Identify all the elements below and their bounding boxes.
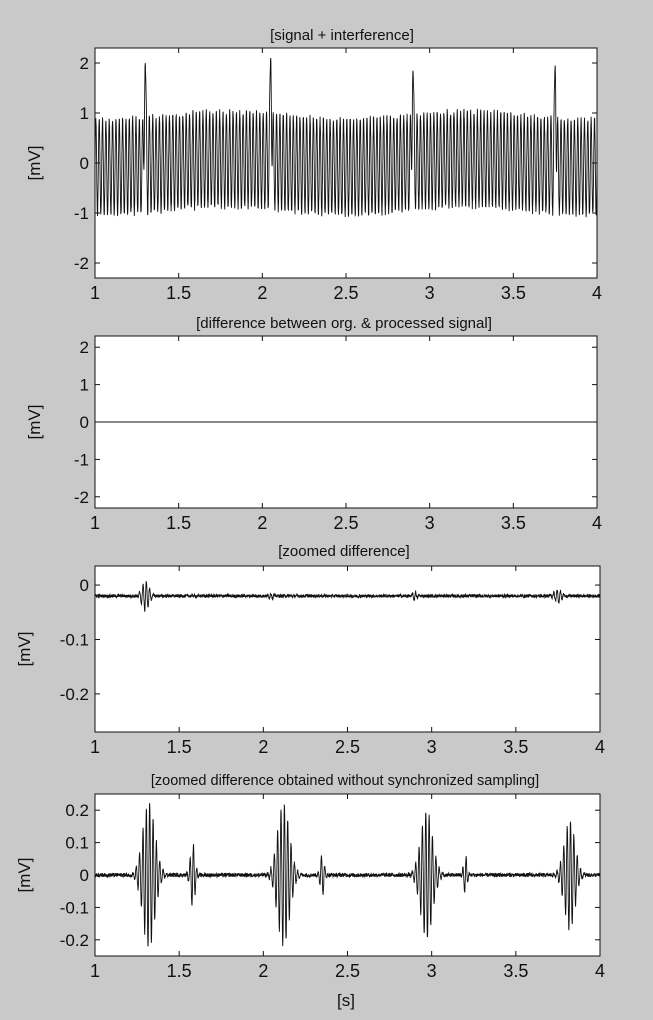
panel-1-xtick-label: 4 <box>592 283 602 303</box>
panel-2-xtick-label: 4 <box>592 513 602 533</box>
panel-3-ytick-label: 0 <box>80 576 89 595</box>
panel-1-xtick-label: 3.5 <box>501 283 526 303</box>
panel-4-y-ticks: 0.2 0.1 0 -0.1 -0.2 <box>60 801 600 950</box>
panel-3-signal-line <box>94 581 601 612</box>
panel-2-y-ticks: 2 1 0 -1 -2 <box>74 338 597 507</box>
panel-2-ytick-label: -1 <box>74 450 89 469</box>
panel-4-ytick-label: 0.2 <box>65 801 89 820</box>
panel-4-xtick-label: 3.5 <box>503 961 528 981</box>
panel-4-ytick-label: -0.2 <box>60 931 89 950</box>
panel-4-xtick-label: 2 <box>258 961 268 981</box>
panel-4-xtick-label: 2.5 <box>335 961 360 981</box>
panel-4-ylabel: [mV] <box>15 858 34 893</box>
panel-4-xtick-label: 1 <box>90 961 100 981</box>
panel-4-signal-line <box>94 803 601 947</box>
panel-3-xtick-label: 4 <box>595 737 605 757</box>
panel-1-ytick-label: 0 <box>80 154 89 173</box>
panel-1-xtick-label: 2 <box>257 283 267 303</box>
panel-zoomed-difference: [zoomed difference] 0 -0.1 -0.2 1 1.5 2 2.5 3 3… <box>15 543 605 757</box>
panel-3-xtick-label: 2 <box>258 737 268 757</box>
panel-zoomed-difference-unsynchronized: [zoomed difference obtained without sync… <box>15 773 605 1010</box>
panel-2-title: [difference between org. & processed sig… <box>196 315 492 332</box>
panel-1-ylabel: [mV] <box>25 146 44 181</box>
panel-3-x-ticks: 1 1.5 2 2.5 3 3.5 4 <box>90 566 605 757</box>
panel-difference: [difference between org. & processed sig… <box>25 315 602 533</box>
panel-2-ytick-label: 0 <box>80 413 89 432</box>
panel-4-title: [zoomed difference obtained without sync… <box>151 773 539 789</box>
panel-2-ylabel: [mV] <box>25 405 44 440</box>
panel-3-plot-area <box>94 565 601 733</box>
panel-1-ytick-label: 2 <box>80 54 89 73</box>
panel-1-xtick-label: 2.5 <box>333 283 358 303</box>
panel-1-x-ticks: 1 1.5 2 2.5 3 3.5 4 <box>90 48 602 303</box>
panel-1-signal-line <box>94 57 598 218</box>
panel-4-xtick-label: 3 <box>427 961 437 981</box>
panel-1-title: [signal + interference] <box>270 27 414 44</box>
panel-2-xtick-label: 2.5 <box>333 513 358 533</box>
panel-1-xtick-label: 1.5 <box>166 283 191 303</box>
panel-2-ytick-label: 1 <box>80 376 89 395</box>
panel-2-xtick-label: 1 <box>90 513 100 533</box>
panel-1-xtick-label: 3 <box>425 283 435 303</box>
panel-2-ytick-label: -2 <box>74 488 89 507</box>
panel-1-xtick-label: 1 <box>90 283 100 303</box>
panel-3-xtick-label: 1.5 <box>167 737 192 757</box>
panel-3-xtick-label: 1 <box>90 737 100 757</box>
panel-4-x-ticks: 1 1.5 2 2.5 3 3.5 4 <box>90 794 605 981</box>
panel-2-ytick-label: 2 <box>80 338 89 357</box>
panel-signal-interference: [signal + interference] 2 1 0 -1 -2 1 1.5 2 2.5… <box>25 27 602 303</box>
panel-3-ylabel: [mV] <box>15 632 34 667</box>
panel-4-xtick-label: 1.5 <box>167 961 192 981</box>
panel-2-x-ticks: 1 1.5 2 2.5 3 3.5 4 <box>90 336 602 533</box>
panel-3-xtick-label: 3 <box>427 737 437 757</box>
panel-3-title: [zoomed difference] <box>278 543 409 560</box>
panel-1-ytick-label: -1 <box>74 204 89 223</box>
panel-3-ytick-label: -0.1 <box>60 630 89 649</box>
panel-3-xtick-label: 3.5 <box>503 737 528 757</box>
panel-4-xtick-label: 4 <box>595 961 605 981</box>
panel-4-ytick-label: 0.1 <box>65 834 89 853</box>
panel-4-ytick-label: -0.1 <box>60 898 89 917</box>
panel-1-y-ticks: 2 1 0 -1 -2 <box>74 54 597 273</box>
panel-4-ytick-label: 0 <box>80 866 89 885</box>
panel-3-ytick-label: -0.2 <box>60 685 89 704</box>
panel-2-xtick-label: 1.5 <box>166 513 191 533</box>
panel-4-xlabel: [s] <box>337 991 355 1010</box>
panel-3-y-ticks: 0 -0.1 -0.2 <box>60 576 600 704</box>
panel-2-xtick-label: 2 <box>257 513 267 533</box>
panel-1-ytick-label: -2 <box>74 254 89 273</box>
panel-3-xtick-label: 2.5 <box>335 737 360 757</box>
panel-2-xtick-label: 3 <box>425 513 435 533</box>
panel-1-ytick-label: 1 <box>80 104 89 123</box>
panel-2-xtick-label: 3.5 <box>501 513 526 533</box>
